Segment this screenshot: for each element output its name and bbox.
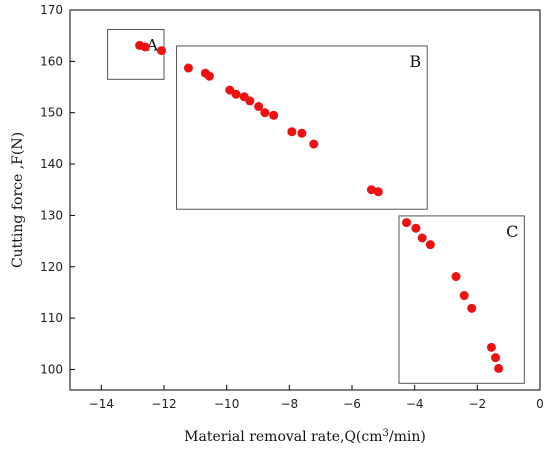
y-tick-label: 130 xyxy=(40,208,63,222)
data-point xyxy=(459,291,469,301)
x-tick-label: −8 xyxy=(280,397,298,411)
region-box-b xyxy=(176,45,428,210)
y-tick-label: 170 xyxy=(40,3,63,17)
data-point xyxy=(204,71,214,81)
x-axis-title: Material removal rate,Q(cm3/min) xyxy=(184,428,426,446)
data-point xyxy=(486,342,496,352)
region-label-b: B xyxy=(409,52,421,71)
data-point xyxy=(491,353,501,363)
x-axis-title-unit: /min) xyxy=(389,429,426,445)
data-point xyxy=(269,110,279,120)
region-box-a xyxy=(107,29,165,80)
x-axis: −14 −12 −10 −8 −6 −4 −2 0 xyxy=(89,385,544,411)
y-axis: 100 110 120 130 140 150 160 170 xyxy=(40,3,75,376)
y-tick-label: 140 xyxy=(40,157,63,171)
data-point xyxy=(140,42,150,52)
x-tick-label: −10 xyxy=(214,397,239,411)
y-tick-label: 120 xyxy=(40,260,63,274)
data-point xyxy=(467,303,477,313)
data-point xyxy=(494,363,504,373)
plot-area-frame xyxy=(69,9,541,391)
x-axis-title-superscript: 3 xyxy=(383,428,389,439)
data-point xyxy=(156,46,166,56)
data-point xyxy=(245,96,255,106)
x-axis-title-main: Material removal rate,Q(cm xyxy=(184,429,382,445)
data-point xyxy=(417,233,427,243)
data-point xyxy=(287,127,297,137)
x-tick-label: 0 xyxy=(536,397,544,411)
x-tick-label: −2 xyxy=(468,397,486,411)
x-tick-label: −4 xyxy=(406,397,424,411)
data-point xyxy=(309,139,319,149)
y-tick-label: 110 xyxy=(40,311,63,325)
data-point xyxy=(297,128,307,138)
data-point xyxy=(451,272,461,282)
y-tick-label: 160 xyxy=(40,54,63,68)
data-point xyxy=(231,89,241,99)
x-tick-label: −12 xyxy=(151,397,176,411)
y-axis-title: Cutting force ,F(N) xyxy=(10,132,26,268)
x-tick-label: −6 xyxy=(343,397,361,411)
x-tick-label: −14 xyxy=(89,397,114,411)
region-label-c: C xyxy=(506,222,518,241)
region-box-c xyxy=(398,215,525,384)
data-point xyxy=(411,223,421,233)
data-point xyxy=(366,185,376,195)
data-point xyxy=(183,63,193,73)
y-tick-label: 100 xyxy=(40,362,63,376)
data-point xyxy=(425,240,435,250)
data-point xyxy=(373,187,383,197)
data-point xyxy=(254,102,264,112)
data-points xyxy=(135,40,504,373)
region-boxes: ABC xyxy=(107,29,525,384)
data-point xyxy=(402,218,412,228)
data-point xyxy=(260,108,270,118)
y-tick-label: 150 xyxy=(40,106,63,120)
